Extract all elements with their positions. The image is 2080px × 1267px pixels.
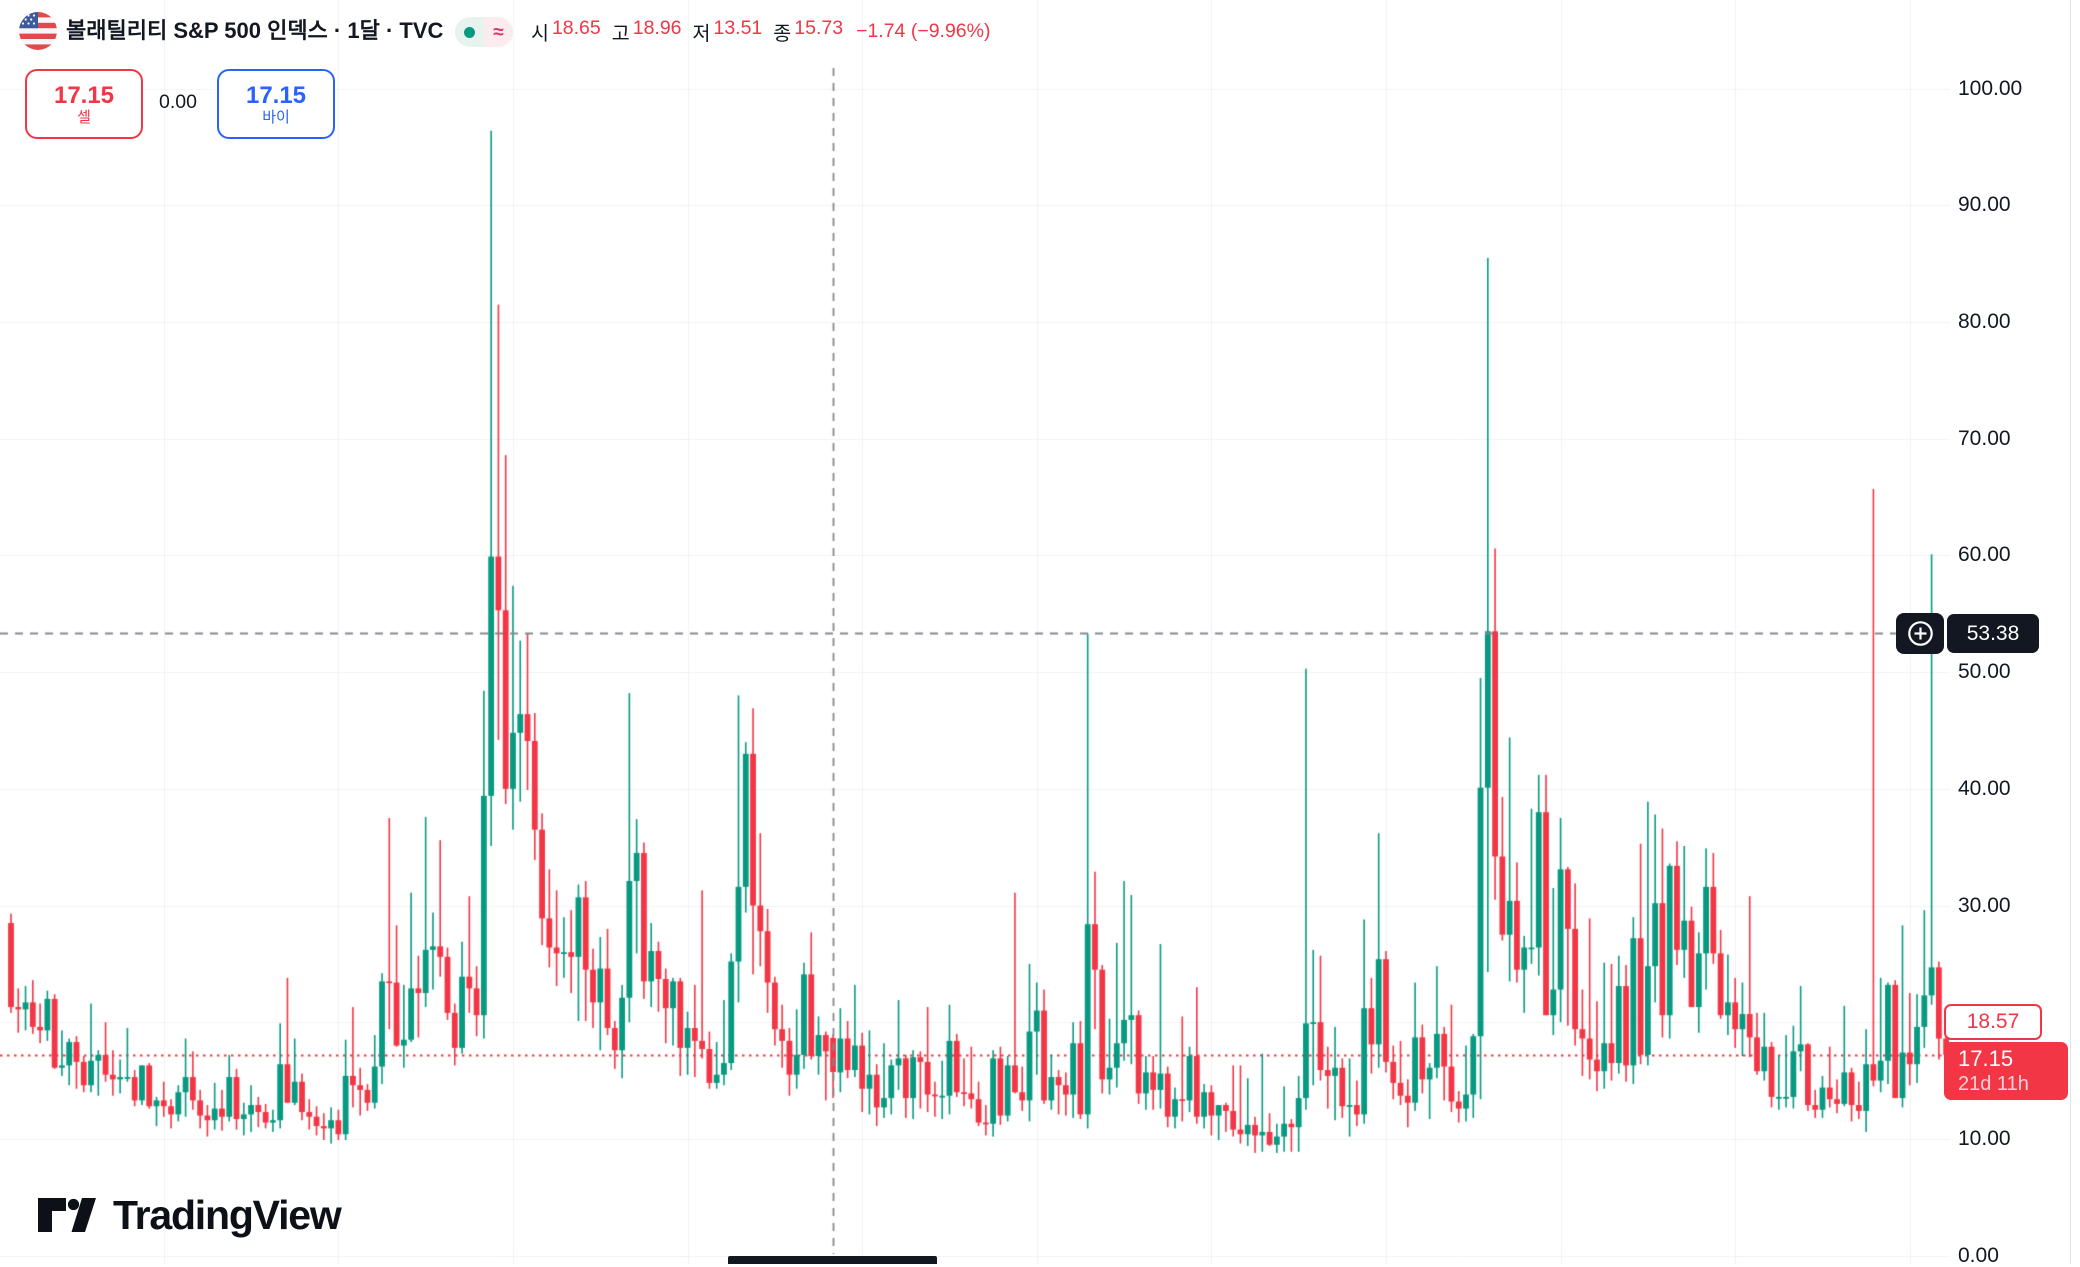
price-scale-border: [2070, 0, 2071, 1264]
bar-countdown: 21d 11h: [1958, 1073, 2029, 1095]
add-alert-plus-icon[interactable]: [1896, 613, 1944, 654]
high-value: 18.96: [632, 16, 682, 39]
sell-label: 셀: [77, 108, 91, 126]
current-price-value: 17.15: [1958, 1046, 2014, 1071]
crosshair-date-badge: [728, 1256, 937, 1264]
tradingview-logo-icon: [38, 1197, 96, 1232]
low-label: 저: [692, 22, 711, 45]
high-label: 고: [611, 22, 630, 45]
tradingview-logo-text: TradingView: [113, 1192, 342, 1238]
buy-button[interactable]: 17.15 바이: [217, 69, 335, 139]
crosshair-price-badge: 53.38: [1947, 614, 2039, 653]
symbol-title[interactable]: 볼래틸리티 S&P 500 인덱스 · 1달 · TVC: [66, 18, 444, 43]
open-value: 18.65: [551, 16, 601, 39]
close-value: 15.73: [794, 16, 844, 39]
buy-price: 17.15: [245, 81, 307, 109]
open-label: 시: [531, 22, 549, 45]
prev-close-badge: 18.57: [1944, 1004, 2042, 1040]
market-status-pill[interactable]: ≈: [455, 17, 513, 47]
change-value: −1.74 (−9.96%): [856, 19, 991, 42]
buy-label: 바이: [262, 108, 290, 126]
tradingview-logo[interactable]: TradingView: [38, 1192, 342, 1239]
sell-button[interactable]: 17.15 셀: [25, 69, 143, 139]
us-flag-icon: [19, 12, 57, 50]
market-open-icon: [455, 17, 484, 47]
ohlc-readout: 시 18.65 고 18.96 저 13.51 종 15.73 −1.74 (−9.96…: [531, 0, 991, 62]
spread-value: 0.00: [159, 90, 197, 113]
close-label: 종: [773, 22, 792, 45]
delayed-data-icon: ≈: [484, 17, 513, 47]
low-value: 13.51: [713, 16, 763, 39]
current-price-badge: 17.15 21d 11h: [1944, 1042, 2068, 1100]
sell-price: 17.15: [53, 81, 115, 109]
